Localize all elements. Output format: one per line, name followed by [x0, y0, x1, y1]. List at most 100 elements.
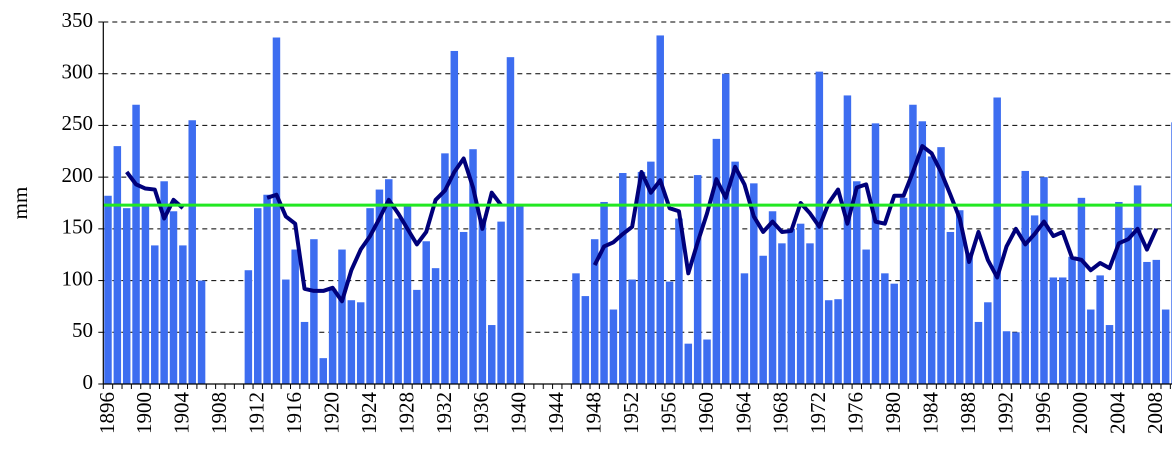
bar [768, 211, 777, 384]
bar [853, 181, 861, 384]
bar [590, 239, 599, 384]
bar [1152, 259, 1161, 384]
bar [1021, 170, 1030, 384]
x-tick-label: 1988 [956, 392, 980, 434]
bar [104, 195, 112, 384]
bar [169, 211, 178, 384]
x-tick-label: 1928 [394, 392, 418, 434]
bar [684, 343, 693, 384]
bar [263, 194, 271, 384]
bar [310, 239, 318, 384]
x-tick-label: 1896 [95, 392, 119, 434]
bar [890, 283, 898, 384]
bar [647, 161, 655, 384]
bar [160, 181, 168, 384]
bar [113, 146, 122, 384]
x-tick-label: 1960 [694, 392, 718, 434]
bar [619, 173, 627, 384]
bar [721, 73, 730, 384]
bar [637, 171, 646, 384]
bar [778, 243, 786, 384]
bar [1049, 277, 1058, 384]
bar [675, 218, 683, 384]
bar [740, 273, 749, 384]
bar [1058, 277, 1067, 384]
bar [927, 156, 936, 384]
bar [151, 245, 159, 384]
x-tick-label: 1984 [918, 392, 942, 435]
x-tick-label: 1996 [1031, 392, 1055, 434]
bar [319, 358, 328, 384]
x-tick-label: 1972 [806, 392, 830, 434]
bar [132, 104, 140, 384]
bar [1124, 227, 1132, 384]
bar [984, 302, 992, 384]
bar [834, 299, 842, 384]
x-tick-label: 1924 [357, 392, 381, 435]
bar [974, 321, 983, 384]
bar [946, 231, 955, 384]
bar [759, 255, 767, 384]
bar [122, 208, 131, 384]
bar [450, 50, 459, 385]
y-tick-label: 250 [62, 111, 94, 135]
y-tick-label: 200 [62, 163, 94, 187]
x-tick-label: 1976 [844, 392, 868, 434]
bar [965, 252, 973, 384]
bar [656, 35, 664, 385]
bar [253, 208, 262, 384]
bar [703, 339, 711, 384]
x-tick-label: 1952 [619, 392, 643, 434]
moving-average-line [125, 144, 1159, 304]
bar [141, 206, 150, 384]
bar [413, 289, 421, 384]
bar [806, 243, 814, 384]
bar [356, 302, 365, 384]
y-tick-label: 300 [62, 60, 94, 84]
bar [1105, 325, 1114, 384]
bar [197, 280, 206, 384]
bar [1068, 256, 1076, 384]
bar [469, 149, 477, 384]
y-tick-label: 100 [62, 266, 94, 290]
bar [787, 228, 796, 384]
x-tick-label: 1940 [507, 392, 531, 434]
x-tick-label: 1916 [282, 392, 306, 434]
bar [422, 241, 430, 384]
x-tick-label: 1964 [731, 392, 755, 435]
x-tick-label: 1944 [544, 392, 568, 435]
bar [244, 270, 253, 384]
y-tick-label: 350 [62, 8, 94, 32]
bar [937, 147, 945, 384]
x-tick-label: 1908 [207, 392, 231, 434]
bar [955, 210, 964, 384]
bar [188, 120, 196, 384]
x-tick-label: 1920 [319, 392, 343, 434]
bar [824, 300, 833, 384]
bar [1115, 201, 1123, 384]
x-tick-label: 1912 [245, 392, 269, 434]
bar [918, 121, 927, 384]
bar [750, 183, 758, 384]
bar [862, 249, 870, 384]
bar [665, 281, 674, 384]
bar [843, 95, 852, 384]
x-tick-label: 1936 [469, 392, 493, 434]
y-tick-label: 0 [83, 370, 94, 394]
bar [338, 249, 346, 384]
bar [478, 218, 487, 384]
bar [609, 309, 618, 384]
bar [993, 97, 1001, 384]
x-tick-label: 1900 [132, 392, 156, 434]
bar [375, 189, 384, 384]
y-tick-label: 150 [62, 215, 94, 239]
bar [731, 161, 739, 384]
bar [1002, 331, 1011, 384]
bar [328, 288, 337, 384]
bar [600, 201, 608, 384]
bar [291, 249, 299, 384]
y-axis-label: mm [8, 187, 32, 220]
x-tick-label: 1992 [993, 392, 1017, 434]
x-tick-label: 1980 [881, 392, 905, 434]
bar [1077, 197, 1086, 384]
